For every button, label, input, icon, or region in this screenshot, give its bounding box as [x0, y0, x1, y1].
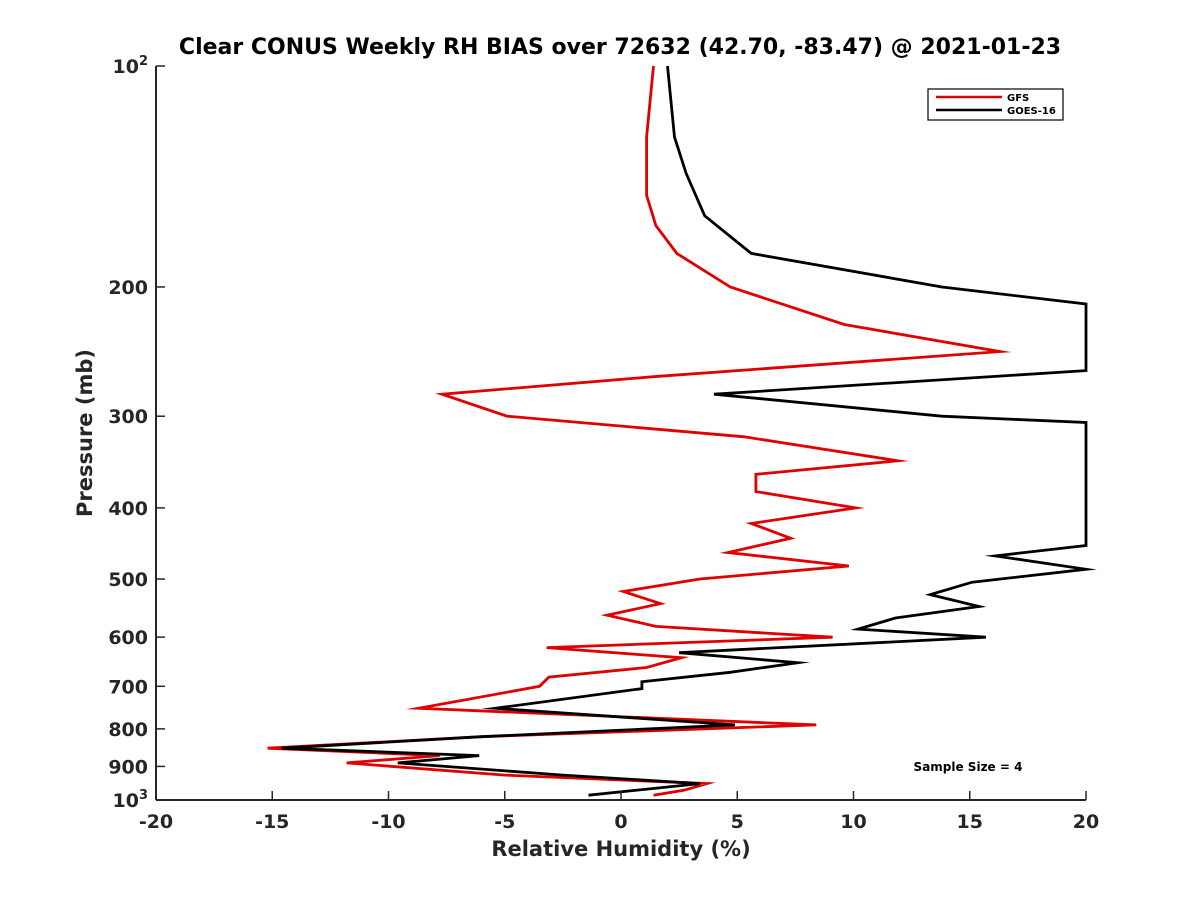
- y-tick-label: 103: [113, 788, 149, 812]
- y-tick-label: 600: [108, 627, 148, 649]
- x-tick-label: 5: [731, 811, 744, 833]
- legend: GFS GOES-16: [927, 88, 1064, 121]
- y-tick-label: 102: [113, 54, 149, 78]
- legend-box: [927, 88, 1064, 121]
- x-tick-label: -20: [139, 811, 173, 833]
- x-tick-label: 10: [840, 811, 866, 833]
- x-tick-label: -10: [371, 811, 405, 833]
- y-tick-label: 200: [108, 277, 148, 299]
- x-tick-label: -15: [255, 811, 289, 833]
- y-tick-label: 900: [108, 756, 148, 778]
- y-tick-label: 500: [108, 569, 148, 591]
- series-line-goes16: [281, 65, 1097, 797]
- y-tick-label: 300: [108, 406, 148, 428]
- legend-label-goes16: GOES-16: [1007, 106, 1056, 117]
- sample-size-annotation: Sample Size = 4: [914, 760, 1023, 774]
- y-tick-label: 700: [108, 676, 148, 698]
- y-tick-label: 400: [108, 498, 148, 520]
- x-axis-label: Relative Humidity (%): [491, 837, 750, 861]
- y-axis-label: Pressure (mb): [73, 349, 97, 517]
- x-tick-label: -5: [494, 811, 515, 833]
- y-tick-label: 800: [108, 719, 148, 741]
- series-layer: [267, 65, 1097, 797]
- legend-label-gfs: GFS: [1007, 93, 1029, 104]
- x-tick-label: 20: [1073, 811, 1099, 833]
- x-ticks: -20 -15 -10 -5 0 5 10 15 20: [139, 791, 1099, 833]
- x-tick-label: 15: [957, 811, 983, 833]
- y-ticks: 102 200 300 400 500 600 700 800 900 103: [108, 54, 165, 812]
- x-tick-label: 0: [614, 811, 627, 833]
- chart-title: Clear CONUS Weekly RH BIAS over 72632 (4…: [179, 35, 1061, 60]
